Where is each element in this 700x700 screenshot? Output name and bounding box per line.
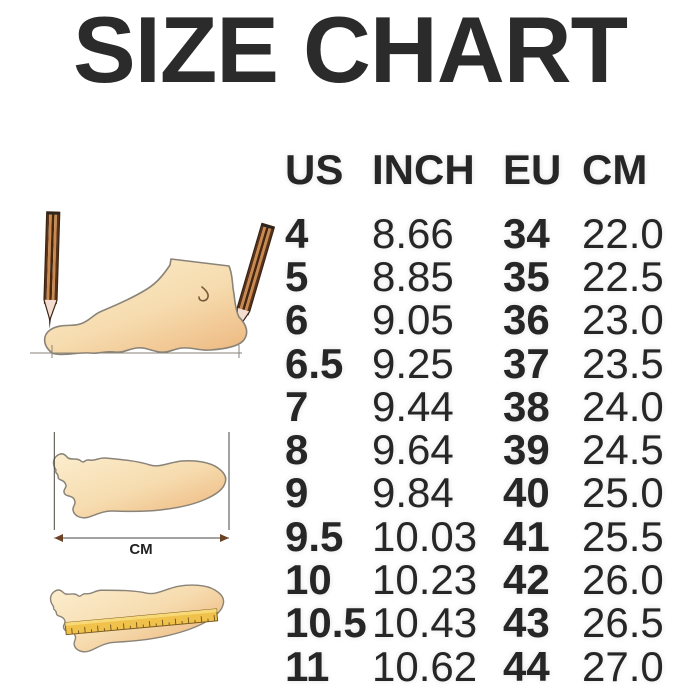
svg-text:CM: CM (129, 541, 152, 558)
